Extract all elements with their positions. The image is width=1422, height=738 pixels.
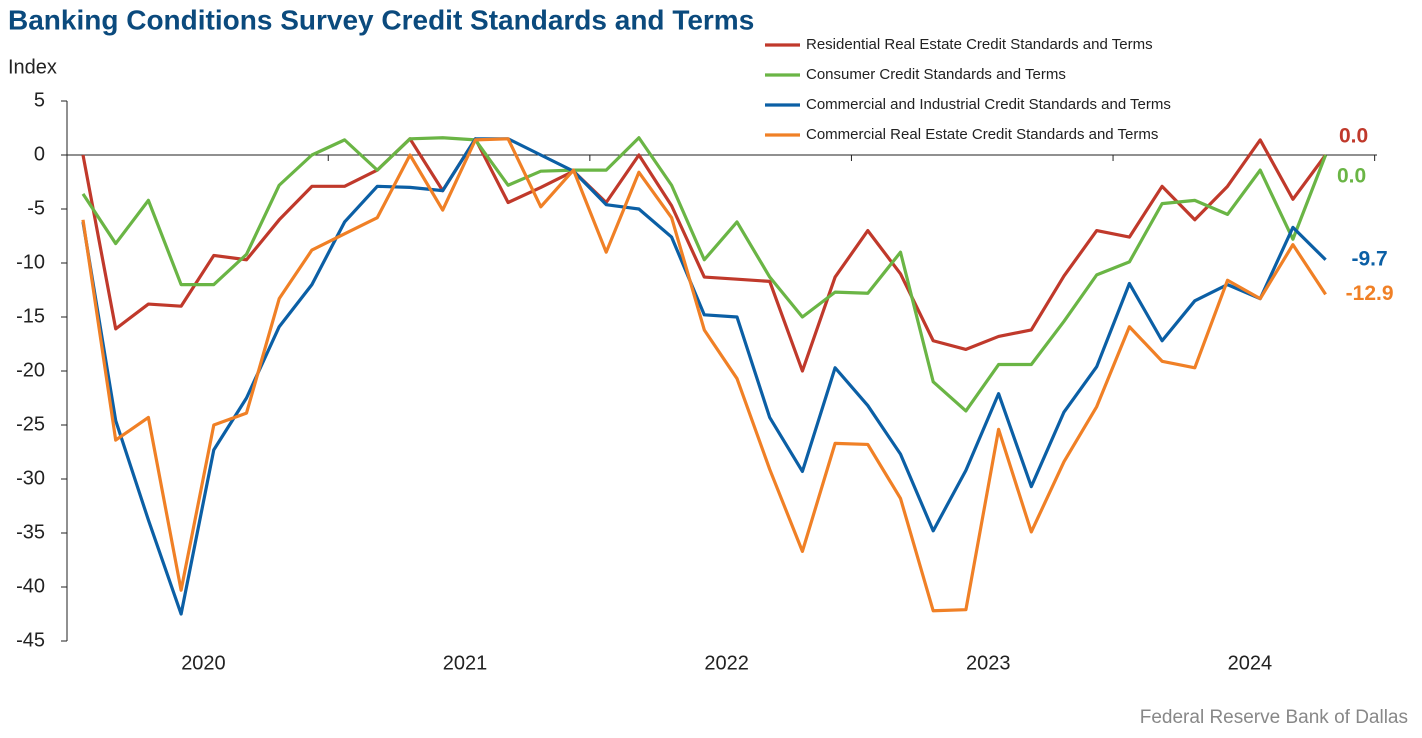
legend-label: Commercial Real Estate Credit Standards … xyxy=(806,126,1158,143)
y-tick-label: -20 xyxy=(16,359,45,381)
end-label: -12.9 xyxy=(1346,282,1394,305)
x-tick-label: 2022 xyxy=(704,652,749,674)
y-tick-label: -25 xyxy=(16,413,45,435)
y-tick-label: -5 xyxy=(27,197,45,219)
x-tick-label: 2020 xyxy=(181,652,226,674)
y-tick-label: -45 xyxy=(16,629,45,651)
series-line xyxy=(81,137,1327,616)
legend-label: Residential Real Estate Credit Standards… xyxy=(806,36,1153,53)
end-label: 0.0 xyxy=(1339,125,1368,148)
legend-label: Consumer Credit Standards and Terms xyxy=(806,66,1066,83)
x-tick-label: 2021 xyxy=(443,652,488,674)
end-label: -9.7 xyxy=(1352,247,1388,270)
y-axis-label: Index xyxy=(8,56,57,78)
y-tick-label: -15 xyxy=(16,305,45,327)
y-tick-label: 5 xyxy=(34,89,45,111)
series-line xyxy=(81,137,1327,613)
x-tick-label: 2023 xyxy=(966,652,1011,674)
y-tick-label: -10 xyxy=(16,251,45,273)
end-label: 0.0 xyxy=(1337,165,1366,188)
source: Federal Reserve Bank of Dallas xyxy=(1140,707,1408,728)
y-tick-label: -30 xyxy=(16,467,45,489)
chart-title: Banking Conditions Survey Credit Standar… xyxy=(8,4,754,35)
y-tick-label: -40 xyxy=(16,575,45,597)
y-tick-label: 0 xyxy=(34,143,45,165)
y-tick-label: -35 xyxy=(16,521,45,543)
series-line xyxy=(81,136,1328,413)
x-tick-label: 2024 xyxy=(1228,652,1273,674)
series-line xyxy=(81,137,1327,373)
legend-label: Commercial and Industrial Credit Standar… xyxy=(806,96,1171,113)
